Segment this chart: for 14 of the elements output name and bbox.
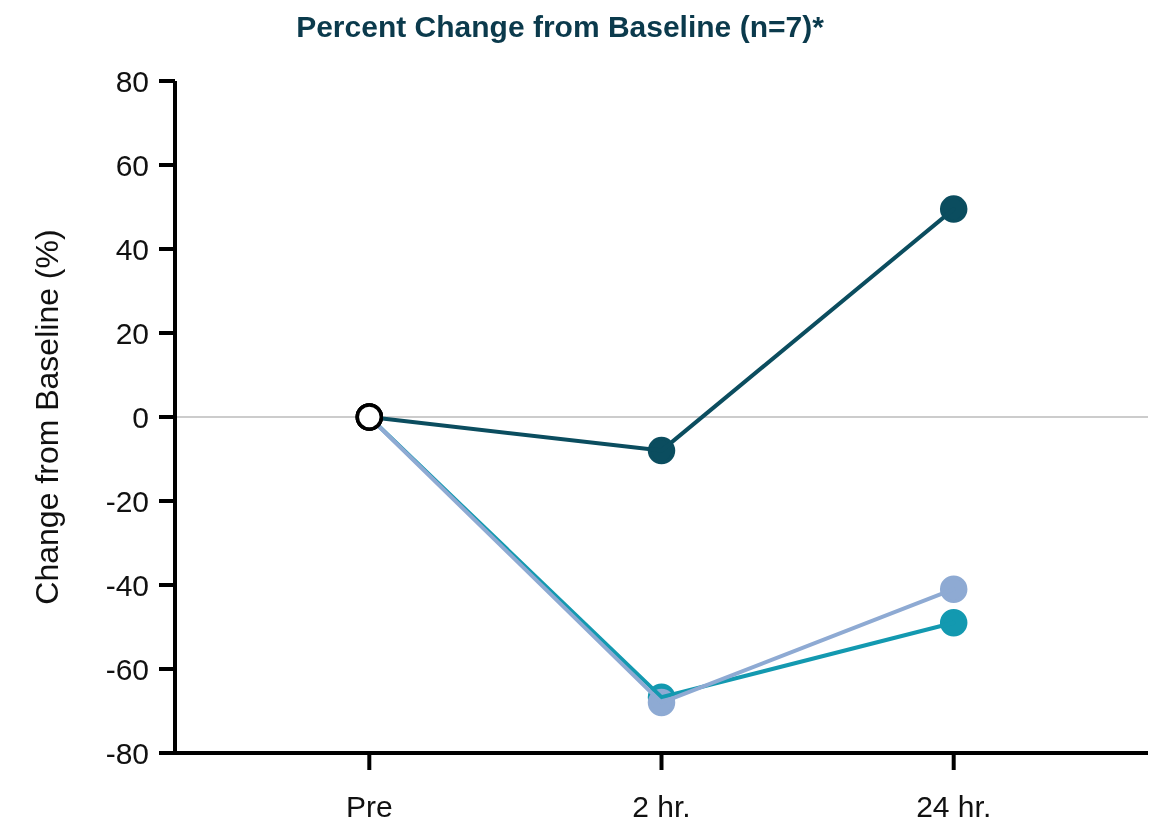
y-tick-label: 0 bbox=[132, 400, 149, 434]
y-axis-title: Change from Baseline (%) bbox=[29, 229, 65, 605]
y-tick-label: 40 bbox=[115, 232, 149, 266]
y-tick-label: -40 bbox=[105, 568, 149, 602]
x-tick-label: 2 hr. bbox=[632, 790, 691, 823]
x-tick-label: 24 hr. bbox=[916, 790, 992, 823]
y-tick-label: 20 bbox=[115, 316, 149, 350]
chart-title: Percent Change from Baseline (n=7)* bbox=[296, 10, 825, 43]
y-tick-label: -20 bbox=[105, 484, 149, 518]
y-tick-label: -80 bbox=[105, 736, 149, 770]
y-tick-label: 60 bbox=[115, 148, 149, 182]
y-tick-label: -60 bbox=[105, 652, 149, 686]
y-tick-label: 80 bbox=[115, 64, 149, 98]
x-tick-label: Pre bbox=[345, 790, 393, 823]
